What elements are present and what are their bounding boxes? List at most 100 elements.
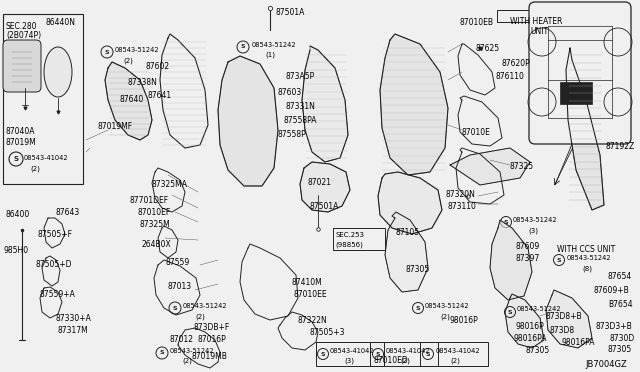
Text: S: S xyxy=(508,310,512,314)
Bar xyxy=(560,82,592,104)
Text: 873A5P: 873A5P xyxy=(286,72,316,81)
Text: S: S xyxy=(321,352,325,356)
Bar xyxy=(370,342,438,366)
Text: 87105: 87105 xyxy=(395,228,419,237)
Text: 87040A: 87040A xyxy=(6,127,35,136)
Polygon shape xyxy=(490,220,532,300)
Text: 87012: 87012 xyxy=(170,335,194,344)
Text: S: S xyxy=(160,350,164,356)
Text: 87305: 87305 xyxy=(608,345,632,354)
Text: JB7004GZ: JB7004GZ xyxy=(585,360,627,369)
Text: (3): (3) xyxy=(344,358,354,365)
Text: S: S xyxy=(426,352,430,356)
Text: 87602: 87602 xyxy=(145,62,169,71)
Text: 87603: 87603 xyxy=(278,88,302,97)
Text: 86400: 86400 xyxy=(5,210,29,219)
Text: 87643: 87643 xyxy=(55,208,79,217)
Text: 08543-41042: 08543-41042 xyxy=(330,348,374,354)
Text: 08543-51242: 08543-51242 xyxy=(115,47,159,53)
Text: 87019M: 87019M xyxy=(6,138,36,147)
Text: (2): (2) xyxy=(440,313,450,320)
Text: 87609: 87609 xyxy=(515,242,540,251)
Text: 87505+3: 87505+3 xyxy=(310,328,346,337)
Text: 87305: 87305 xyxy=(526,346,550,355)
Text: S: S xyxy=(173,305,177,311)
Bar xyxy=(333,228,385,250)
Text: (2B074P): (2B074P) xyxy=(6,31,41,40)
Polygon shape xyxy=(105,62,152,140)
Text: 87325M: 87325M xyxy=(140,220,171,229)
Text: 08543-41042: 08543-41042 xyxy=(24,155,68,161)
Polygon shape xyxy=(302,46,348,162)
Text: (98856): (98856) xyxy=(335,242,363,248)
Text: (1): (1) xyxy=(265,52,275,58)
Text: 87325: 87325 xyxy=(510,162,534,171)
Text: 87625: 87625 xyxy=(476,44,500,53)
Text: 87559+A: 87559+A xyxy=(40,290,76,299)
Polygon shape xyxy=(385,212,428,292)
Polygon shape xyxy=(450,148,530,185)
Text: S: S xyxy=(241,45,245,49)
Polygon shape xyxy=(566,48,604,210)
Ellipse shape xyxy=(44,47,72,97)
Text: (2): (2) xyxy=(30,165,40,171)
Text: 873DB+F: 873DB+F xyxy=(194,323,230,332)
Bar xyxy=(497,10,592,22)
Text: S: S xyxy=(376,352,380,356)
Text: 08543-51242: 08543-51242 xyxy=(567,255,612,261)
Text: 87640: 87640 xyxy=(120,95,144,104)
Text: (2): (2) xyxy=(195,313,205,320)
Text: 87338N: 87338N xyxy=(128,78,158,87)
Bar xyxy=(316,342,384,366)
Text: 08543-51242: 08543-51242 xyxy=(513,217,557,223)
Text: 08543-41042: 08543-41042 xyxy=(386,348,431,354)
Text: 87013: 87013 xyxy=(168,282,192,291)
Text: 87010EF: 87010EF xyxy=(138,208,172,217)
Text: 87620P: 87620P xyxy=(502,59,531,68)
Text: S: S xyxy=(504,219,508,224)
Bar xyxy=(3,14,83,184)
Text: S: S xyxy=(557,257,561,263)
Text: 264B0X: 264B0X xyxy=(142,240,172,249)
Text: 08543-51242: 08543-51242 xyxy=(425,303,470,309)
FancyBboxPatch shape xyxy=(3,40,41,92)
Text: 08543-41042: 08543-41042 xyxy=(436,348,481,354)
Polygon shape xyxy=(505,294,544,348)
Bar xyxy=(420,342,488,366)
Text: 873D3+B: 873D3+B xyxy=(595,322,632,331)
Text: (8): (8) xyxy=(582,265,592,272)
Text: 87021: 87021 xyxy=(308,178,332,187)
Text: 87654: 87654 xyxy=(608,272,632,281)
Text: 87322N: 87322N xyxy=(298,316,328,325)
Text: 87397: 87397 xyxy=(516,254,540,263)
Text: 87010EB: 87010EB xyxy=(460,18,494,27)
Text: (3): (3) xyxy=(528,227,538,234)
Polygon shape xyxy=(378,172,442,234)
Text: 87505+D: 87505+D xyxy=(36,260,72,269)
Text: 08543-51242: 08543-51242 xyxy=(252,42,296,48)
Text: 98016P: 98016P xyxy=(515,322,544,331)
Polygon shape xyxy=(218,56,278,186)
Text: 87609+B: 87609+B xyxy=(594,286,630,295)
Text: 87325MA: 87325MA xyxy=(152,180,188,189)
Text: 876110: 876110 xyxy=(496,72,525,81)
Text: 87320N: 87320N xyxy=(445,190,475,199)
Text: 87192Z: 87192Z xyxy=(605,142,634,151)
Text: 87010EE: 87010EE xyxy=(294,290,328,299)
Text: 87331N: 87331N xyxy=(285,102,315,111)
Text: WITH CCS UNIT: WITH CCS UNIT xyxy=(557,245,615,254)
Text: 98016PA: 98016PA xyxy=(514,334,547,343)
Text: 87317M: 87317M xyxy=(58,326,89,335)
Text: 87701DEF: 87701DEF xyxy=(130,196,169,205)
Text: S: S xyxy=(105,49,109,55)
Text: S: S xyxy=(416,305,420,311)
Text: 08543-51242: 08543-51242 xyxy=(170,348,214,354)
Text: B7654: B7654 xyxy=(608,300,632,309)
Text: 87305: 87305 xyxy=(405,265,429,274)
Text: 86440N: 86440N xyxy=(46,18,76,27)
Text: 87019MF: 87019MF xyxy=(98,122,133,131)
Text: 87410M: 87410M xyxy=(292,278,323,287)
Text: 98016P: 98016P xyxy=(450,316,479,325)
Polygon shape xyxy=(380,34,448,175)
Polygon shape xyxy=(546,290,592,348)
